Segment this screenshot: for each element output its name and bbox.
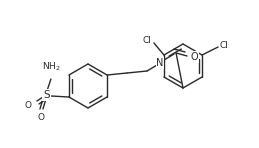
Text: NH$_2$: NH$_2$ <box>42 61 60 73</box>
Text: O: O <box>190 52 198 62</box>
Text: O: O <box>24 100 31 110</box>
Text: Cl: Cl <box>220 41 228 49</box>
Text: O: O <box>38 114 45 123</box>
Text: S: S <box>44 90 50 100</box>
Text: Cl: Cl <box>142 36 151 45</box>
Text: N: N <box>156 58 164 68</box>
